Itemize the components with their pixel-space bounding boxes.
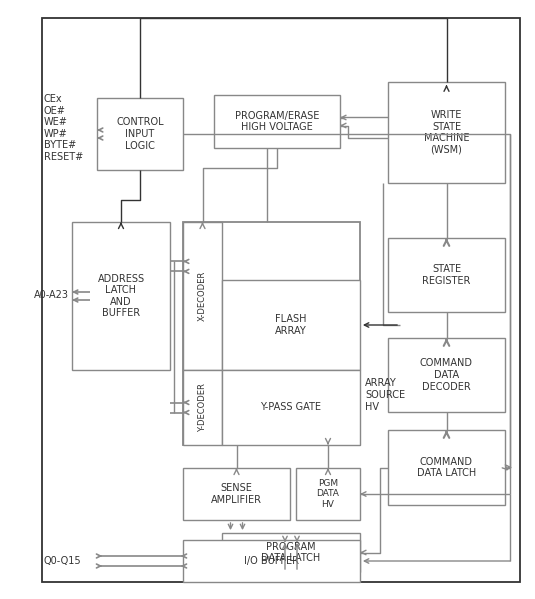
Text: CEx
OE#
WE#
WP#
BYTE#
RESET#: CEx OE# WE# WP# BYTE# RESET# <box>44 94 83 162</box>
Bar <box>222 533 360 572</box>
Bar <box>183 222 222 370</box>
Text: STATE
REGISTER: STATE REGISTER <box>422 264 471 286</box>
Bar <box>214 95 340 148</box>
Text: X-DECODER: X-DECODER <box>198 271 207 321</box>
Bar <box>72 222 170 370</box>
Text: FLASH
ARRAY: FLASH ARRAY <box>275 314 307 336</box>
Text: ARRAY
SOURCE
HV: ARRAY SOURCE HV <box>365 379 405 412</box>
Bar <box>388 430 505 505</box>
Text: Q0-Q15: Q0-Q15 <box>44 556 82 566</box>
Bar <box>222 280 360 370</box>
Bar <box>296 468 360 520</box>
Text: PROGRAM
DATA LATCH: PROGRAM DATA LATCH <box>262 541 320 563</box>
Text: ADDRESS
LATCH
AND
BUFFER: ADDRESS LATCH AND BUFFER <box>97 274 144 319</box>
Text: A0-A23: A0-A23 <box>34 290 69 300</box>
Text: WRITE
STATE
MACHINE
(WSM): WRITE STATE MACHINE (WSM) <box>424 110 469 155</box>
Text: CONTROL
INPUT
LOGIC: CONTROL INPUT LOGIC <box>116 117 164 150</box>
Bar <box>42 18 520 582</box>
Bar <box>183 540 360 582</box>
Text: SENSE
AMPLIFIER: SENSE AMPLIFIER <box>211 483 262 505</box>
Text: PROGRAM/ERASE
HIGH VOLTAGE: PROGRAM/ERASE HIGH VOLTAGE <box>235 111 319 132</box>
Text: I/O BUFFER: I/O BUFFER <box>244 556 299 566</box>
Text: Y-PASS GATE: Y-PASS GATE <box>261 403 322 413</box>
Text: Y-DECODER: Y-DECODER <box>198 383 207 432</box>
Bar <box>388 82 505 183</box>
Bar <box>388 338 505 412</box>
Bar <box>183 468 290 520</box>
Bar <box>388 238 505 312</box>
Text: COMMAND
DATA
DECODER: COMMAND DATA DECODER <box>420 358 473 392</box>
Bar <box>97 98 183 170</box>
Text: PGM
DATA
HV: PGM DATA HV <box>317 479 339 509</box>
Text: COMMAND
DATA LATCH: COMMAND DATA LATCH <box>417 456 476 478</box>
Bar <box>183 370 222 445</box>
Bar <box>222 370 360 445</box>
Bar <box>183 222 360 445</box>
